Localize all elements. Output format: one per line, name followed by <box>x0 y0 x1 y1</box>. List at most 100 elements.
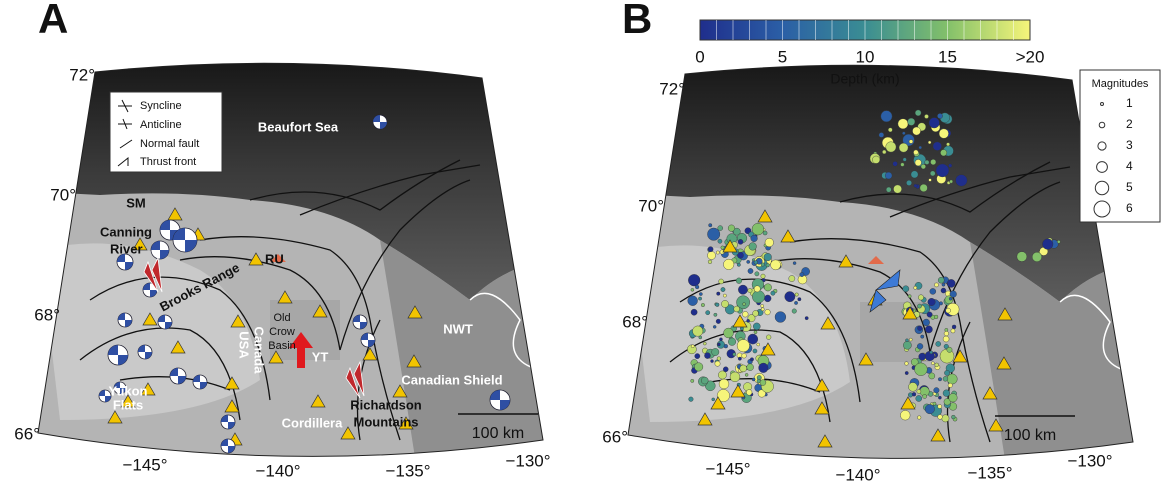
quake <box>747 333 759 345</box>
quake <box>707 246 714 252</box>
station <box>398 416 414 430</box>
quake <box>747 268 754 274</box>
magnitude-label: 3 <box>1126 138 1133 152</box>
quake <box>924 114 929 119</box>
quake <box>907 117 916 126</box>
quake <box>711 348 720 356</box>
station <box>407 305 423 319</box>
quake <box>1042 238 1054 250</box>
quake <box>934 314 939 320</box>
quake <box>759 379 767 386</box>
quake <box>930 159 937 166</box>
focal-quadrant <box>361 333 375 347</box>
station <box>224 399 240 413</box>
quake <box>737 239 744 245</box>
station <box>757 209 773 223</box>
station <box>900 396 916 410</box>
quake <box>926 311 933 318</box>
quake <box>937 276 945 284</box>
quake <box>934 362 939 368</box>
quake <box>908 139 914 144</box>
quake <box>688 274 701 287</box>
quake <box>788 275 796 282</box>
lon-label: −135° <box>967 463 1012 482</box>
station <box>814 401 830 415</box>
focal-mechanisms <box>98 114 511 454</box>
quake <box>753 330 758 334</box>
quake <box>928 178 932 182</box>
lat-label: 70° <box>50 185 76 204</box>
quake <box>897 118 909 130</box>
quake <box>938 301 943 306</box>
quake <box>907 294 912 299</box>
quake <box>728 337 737 346</box>
quake <box>925 325 933 334</box>
quake <box>714 360 721 367</box>
quake <box>794 292 799 297</box>
legend-item: Anticline <box>140 119 182 131</box>
colorbar-ticks: 0 5 10 15 >20 <box>695 20 1044 66</box>
quake <box>688 396 694 402</box>
quake <box>690 344 695 348</box>
quake <box>914 159 922 167</box>
station <box>760 342 776 356</box>
quake <box>704 352 711 359</box>
focal-quadrant <box>353 315 367 329</box>
quake <box>932 401 937 406</box>
colorbar-tick-label: 0 <box>695 47 704 66</box>
quake <box>733 227 741 236</box>
place: RU <box>265 251 284 266</box>
magnitude-symbol <box>1100 102 1104 106</box>
quake <box>739 326 744 331</box>
quake <box>791 308 797 314</box>
station <box>224 376 240 390</box>
place: Canadian Shield <box>401 372 502 387</box>
quake <box>914 362 928 376</box>
station <box>392 384 408 398</box>
quake <box>916 389 922 394</box>
scale-label: 100 km <box>1004 427 1056 444</box>
quake <box>900 162 905 167</box>
station <box>722 239 738 253</box>
quake <box>764 283 772 292</box>
quake <box>937 414 943 420</box>
quake <box>902 285 910 293</box>
station <box>230 314 246 328</box>
quake <box>915 395 923 402</box>
station <box>997 307 1013 321</box>
quake <box>932 141 942 151</box>
quake <box>732 352 737 357</box>
place: Canada <box>252 327 267 375</box>
quake <box>940 287 947 294</box>
quake <box>692 325 704 337</box>
quake <box>694 353 701 359</box>
quake <box>746 260 751 264</box>
quake <box>880 110 893 123</box>
quake <box>799 272 805 277</box>
place: Basin <box>268 340 296 352</box>
quake <box>904 371 909 375</box>
lon-label: −130° <box>1067 451 1112 470</box>
quake <box>1057 240 1061 244</box>
quake <box>900 410 911 421</box>
lat-label: 66° <box>602 427 628 446</box>
quake <box>707 259 713 264</box>
quake <box>892 161 898 167</box>
quake <box>934 282 939 288</box>
quake <box>938 395 942 400</box>
quake <box>750 234 758 242</box>
quake <box>720 287 726 292</box>
quake <box>929 288 937 295</box>
station <box>310 394 326 408</box>
quake <box>698 296 702 301</box>
place: NWT <box>443 321 473 336</box>
station <box>340 426 356 440</box>
station <box>170 340 186 354</box>
quake <box>878 132 885 138</box>
magnitude-symbol <box>1098 121 1106 129</box>
legend-item: Syncline <box>140 100 182 112</box>
lon-label: −130° <box>505 451 550 470</box>
quake <box>753 322 761 331</box>
quake <box>770 290 776 296</box>
